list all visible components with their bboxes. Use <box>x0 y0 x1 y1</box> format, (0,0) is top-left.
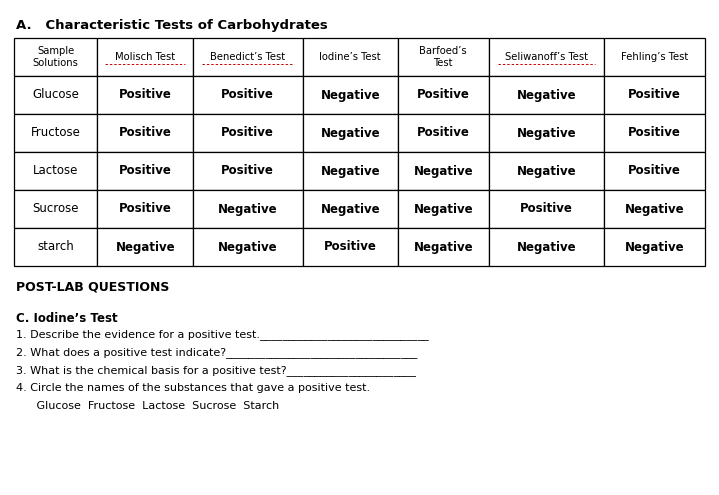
Text: Negative: Negative <box>625 241 684 253</box>
Text: Positive: Positive <box>628 127 681 140</box>
Bar <box>14 190 98 228</box>
Bar <box>604 228 705 266</box>
Text: Positive: Positive <box>119 89 172 101</box>
Bar <box>303 114 398 152</box>
Bar <box>14 114 98 152</box>
Text: Negative: Negative <box>321 202 380 215</box>
Bar <box>398 152 489 190</box>
Text: Negative: Negative <box>516 241 576 253</box>
Text: A.   Characteristic Tests of Carbohydrates: A. Characteristic Tests of Carbohydrates <box>16 18 328 32</box>
Text: Molisch Test: Molisch Test <box>115 52 175 62</box>
Bar <box>193 114 303 152</box>
Text: Negative: Negative <box>321 89 380 101</box>
Bar <box>489 114 604 152</box>
Bar <box>98 38 193 76</box>
Bar <box>604 114 705 152</box>
Bar <box>14 228 98 266</box>
Bar <box>303 190 398 228</box>
Text: Negative: Negative <box>516 164 576 178</box>
Bar <box>489 152 604 190</box>
Text: Glucose  Fructose  Lactose  Sucrose  Starch: Glucose Fructose Lactose Sucrose Starch <box>26 401 279 411</box>
Bar <box>303 152 398 190</box>
Text: Positive: Positive <box>324 241 377 253</box>
Text: Sample
Solutions: Sample Solutions <box>33 46 78 68</box>
Text: POST-LAB QUESTIONS: POST-LAB QUESTIONS <box>16 280 170 293</box>
Bar <box>98 190 193 228</box>
Bar <box>489 228 604 266</box>
Text: Negative: Negative <box>516 127 576 140</box>
Bar <box>489 190 604 228</box>
Text: Barfoed’s
Test: Barfoed’s Test <box>419 46 467 68</box>
Bar <box>398 228 489 266</box>
Bar <box>604 152 705 190</box>
Text: Negative: Negative <box>516 89 576 101</box>
Bar <box>489 38 604 76</box>
Bar <box>98 228 193 266</box>
Text: 2. What does a positive test indicate?__________________________________: 2. What does a positive test indicate?__… <box>16 347 417 358</box>
Text: Glucose: Glucose <box>32 89 79 101</box>
Bar <box>604 38 705 76</box>
Text: 3. What is the chemical basis for a positive test?_______________________: 3. What is the chemical basis for a posi… <box>16 365 416 376</box>
Text: Lactose: Lactose <box>33 164 78 178</box>
Text: 4. Circle the names of the substances that gave a positive test.: 4. Circle the names of the substances th… <box>16 383 370 393</box>
Text: Positive: Positive <box>221 89 274 101</box>
Bar <box>604 190 705 228</box>
Text: Positive: Positive <box>221 127 274 140</box>
Bar <box>604 76 705 114</box>
Text: Negative: Negative <box>218 202 278 215</box>
Bar <box>398 114 489 152</box>
Bar <box>98 114 193 152</box>
Text: Positive: Positive <box>119 202 172 215</box>
Text: Positive: Positive <box>520 202 572 215</box>
Text: Positive: Positive <box>417 89 470 101</box>
Text: C. Iodine’s Test: C. Iodine’s Test <box>16 312 118 325</box>
Bar <box>14 38 98 76</box>
Text: Fehling’s Test: Fehling’s Test <box>620 52 688 62</box>
Bar <box>14 76 98 114</box>
Bar <box>98 152 193 190</box>
Bar <box>398 38 489 76</box>
Text: Seliwanoff’s Test: Seliwanoff’s Test <box>505 52 587 62</box>
Text: starch: starch <box>37 241 74 253</box>
Text: Fructose: Fructose <box>31 127 81 140</box>
Text: Iodine’s Test: Iodine’s Test <box>319 52 381 62</box>
Text: Negative: Negative <box>218 241 278 253</box>
Text: Negative: Negative <box>321 164 380 178</box>
Bar <box>398 190 489 228</box>
Bar <box>303 76 398 114</box>
Text: Positive: Positive <box>119 164 172 178</box>
Text: Negative: Negative <box>413 241 473 253</box>
Bar <box>14 152 98 190</box>
Text: Positive: Positive <box>221 164 274 178</box>
Text: Negative: Negative <box>413 202 473 215</box>
Text: Negative: Negative <box>321 127 380 140</box>
Bar <box>193 38 303 76</box>
Text: Positive: Positive <box>417 127 470 140</box>
Bar <box>489 76 604 114</box>
Bar <box>193 152 303 190</box>
Bar <box>303 38 398 76</box>
Text: Negative: Negative <box>413 164 473 178</box>
Text: 1. Describe the evidence for a positive test.______________________________: 1. Describe the evidence for a positive … <box>16 329 429 340</box>
Text: Sucrose: Sucrose <box>32 202 79 215</box>
Text: Positive: Positive <box>628 164 681 178</box>
Text: Benedict’s Test: Benedict’s Test <box>210 52 285 62</box>
Bar <box>398 76 489 114</box>
Bar <box>303 228 398 266</box>
Text: Negative: Negative <box>625 202 684 215</box>
Bar <box>193 76 303 114</box>
Text: Positive: Positive <box>628 89 681 101</box>
Bar <box>193 190 303 228</box>
Text: Negative: Negative <box>115 241 175 253</box>
Bar <box>193 228 303 266</box>
Text: Positive: Positive <box>119 127 172 140</box>
Bar <box>98 76 193 114</box>
